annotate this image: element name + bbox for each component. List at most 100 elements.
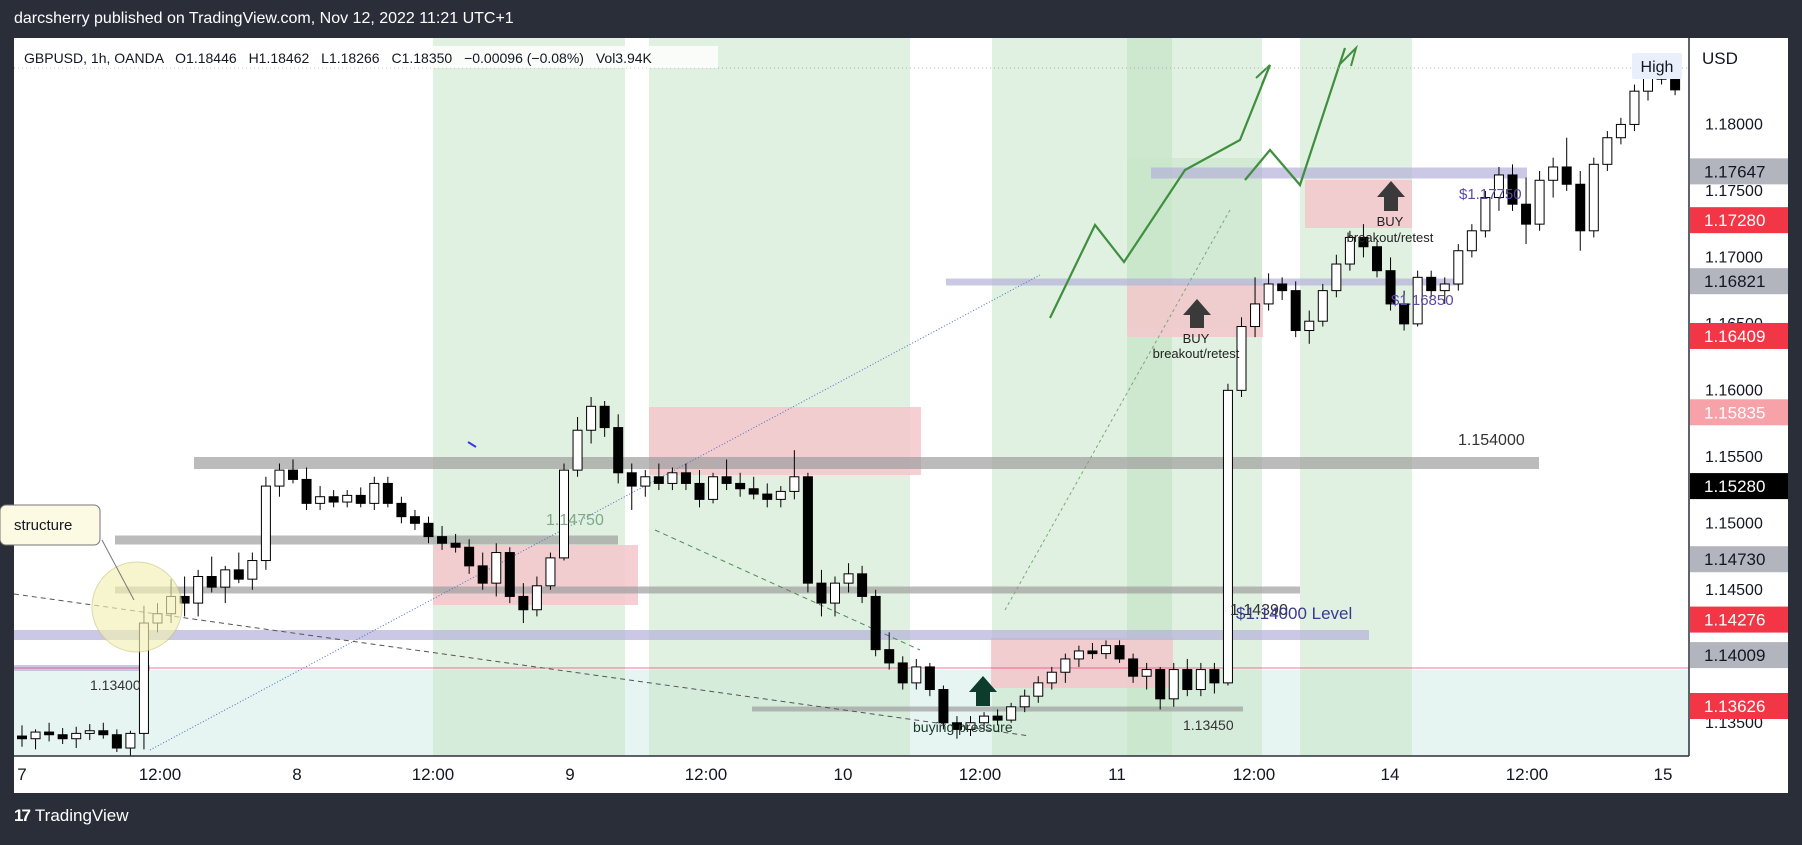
buy-arrow-up-icon bbox=[1377, 181, 1405, 211]
bear-candle bbox=[816, 582, 827, 604]
bear-candle bbox=[626, 472, 637, 487]
label-buy-2-sub: breakout/retest bbox=[1347, 230, 1434, 245]
bull-candle bbox=[1019, 695, 1030, 708]
price-label-box bbox=[1690, 399, 1788, 426]
bear-candle bbox=[1521, 203, 1532, 225]
bear-candle bbox=[1155, 669, 1166, 700]
bull-candle bbox=[1060, 658, 1071, 673]
bull-candle bbox=[1046, 671, 1057, 684]
bull-candle bbox=[667, 472, 678, 484]
bull-candle bbox=[911, 666, 922, 684]
time-tick: 7 bbox=[17, 765, 26, 784]
bear-candle bbox=[477, 565, 488, 584]
bull-candle bbox=[247, 560, 258, 580]
bear-candle bbox=[98, 730, 109, 736]
bear-candle bbox=[1128, 658, 1139, 677]
bear-candle bbox=[1670, 78, 1681, 91]
bear-candle bbox=[57, 734, 68, 740]
price-label-text: 1.14730 bbox=[1704, 550, 1765, 569]
label-1-13450: 1.13450 bbox=[1183, 717, 1234, 733]
bear-candle bbox=[1182, 669, 1193, 691]
bull-candle bbox=[1304, 320, 1315, 332]
bear-candle bbox=[44, 731, 55, 736]
tradingview-logo-icon[interactable]: 17 bbox=[14, 806, 31, 825]
structure-callout bbox=[0, 504, 101, 546]
level-1-17750 bbox=[1151, 167, 1527, 179]
projection-path bbox=[1244, 47, 1347, 188]
label-1-16850: $1.16850 bbox=[1391, 292, 1454, 309]
price-tick: 1.17000 bbox=[1705, 249, 1763, 266]
label-1-154000: 1.154000 bbox=[1458, 432, 1525, 449]
price-tick: 1.15500 bbox=[1705, 449, 1763, 466]
level-1-14750 bbox=[115, 535, 618, 545]
bear-candle bbox=[721, 476, 732, 484]
footer-brand[interactable]: TradingView bbox=[34, 806, 129, 825]
time-axis[interactable]: 7 12:00 8 12:00 9 12:00 10 12:00 11 12:00 14 12:00 1… bbox=[17, 765, 1672, 784]
buy-arrow-up-icon bbox=[1183, 299, 1211, 328]
legend-close: C1.18350 bbox=[391, 50, 452, 66]
bear-candle bbox=[1426, 276, 1437, 292]
bull-candle bbox=[1236, 326, 1247, 391]
bear-candle bbox=[17, 735, 27, 740]
bull-candle bbox=[220, 569, 231, 588]
price-label-text: 1.17647 bbox=[1704, 162, 1765, 181]
red-zone bbox=[991, 638, 1173, 688]
legend-volume: Vol3.94K bbox=[596, 50, 653, 66]
price-label-box bbox=[1690, 268, 1788, 295]
label-1-13400: 1.13400 bbox=[90, 677, 141, 693]
bull-candle bbox=[1033, 682, 1044, 697]
bear-candle bbox=[748, 488, 759, 495]
bear-candle bbox=[1399, 303, 1410, 325]
bear-candle bbox=[437, 536, 448, 544]
time-tick: 10 bbox=[834, 765, 853, 784]
bear-candle bbox=[694, 482, 705, 500]
level-1-14390 bbox=[115, 586, 1300, 594]
publisher-bar: darcsherry published on TradingView.com,… bbox=[0, 0, 1802, 40]
bear-candle bbox=[1385, 270, 1396, 305]
bear-candle bbox=[857, 573, 868, 597]
price-tick: 1.13500 bbox=[1705, 715, 1763, 732]
bear-candle bbox=[1561, 166, 1572, 185]
label-buy-1: BUY bbox=[1183, 331, 1210, 346]
bear-candle bbox=[233, 569, 244, 580]
projection-path bbox=[1049, 64, 1272, 319]
price-label-text: 1.14276 bbox=[1704, 611, 1765, 630]
level-1-154000 bbox=[194, 457, 1539, 469]
bear-candle bbox=[382, 482, 393, 504]
currency-label[interactable]: USD bbox=[1702, 49, 1738, 68]
bull-candle bbox=[1534, 179, 1545, 225]
high-button[interactable]: High bbox=[1632, 53, 1682, 79]
blue-tick-mark bbox=[467, 441, 477, 448]
legend-change: −0.00096 (−0.08%) bbox=[464, 50, 584, 66]
price-label-box bbox=[1690, 546, 1788, 573]
bull-candle bbox=[260, 485, 271, 562]
time-tick: 12:00 bbox=[412, 765, 455, 784]
bear-candle bbox=[1575, 183, 1586, 232]
label-1-14390: 1.14390 bbox=[1230, 602, 1288, 619]
time-tick: 12:00 bbox=[1506, 765, 1549, 784]
bull-candle bbox=[1101, 645, 1111, 655]
bear-candle bbox=[762, 493, 773, 500]
bear-candle bbox=[924, 666, 935, 691]
bear-candle bbox=[1358, 236, 1369, 248]
bull-candle bbox=[789, 476, 800, 492]
level-1-16850 bbox=[946, 278, 1460, 286]
label-14000-level: $1.14000 Level bbox=[1236, 604, 1352, 623]
price-label-box bbox=[1690, 473, 1788, 500]
level-1-13450 bbox=[752, 706, 1243, 712]
bear-candle bbox=[951, 722, 962, 730]
bear-candle bbox=[1114, 645, 1125, 660]
bear-candle bbox=[735, 482, 746, 490]
levels-layer bbox=[14, 167, 1689, 712]
publisher-text: darcsherry published on TradingView.com,… bbox=[14, 10, 514, 27]
bear-candle bbox=[464, 546, 475, 567]
price-label-text: 1.16821 bbox=[1704, 272, 1765, 291]
bull-candle bbox=[1480, 197, 1491, 232]
bull-candle bbox=[1344, 236, 1355, 265]
price-label-box bbox=[1690, 207, 1788, 234]
label-1-17750: $1.17750 bbox=[1459, 186, 1522, 203]
time-tick: 8 bbox=[292, 765, 301, 784]
price-label-text: 1.15280 bbox=[1704, 477, 1765, 496]
price-tick: 1.15000 bbox=[1705, 515, 1763, 532]
